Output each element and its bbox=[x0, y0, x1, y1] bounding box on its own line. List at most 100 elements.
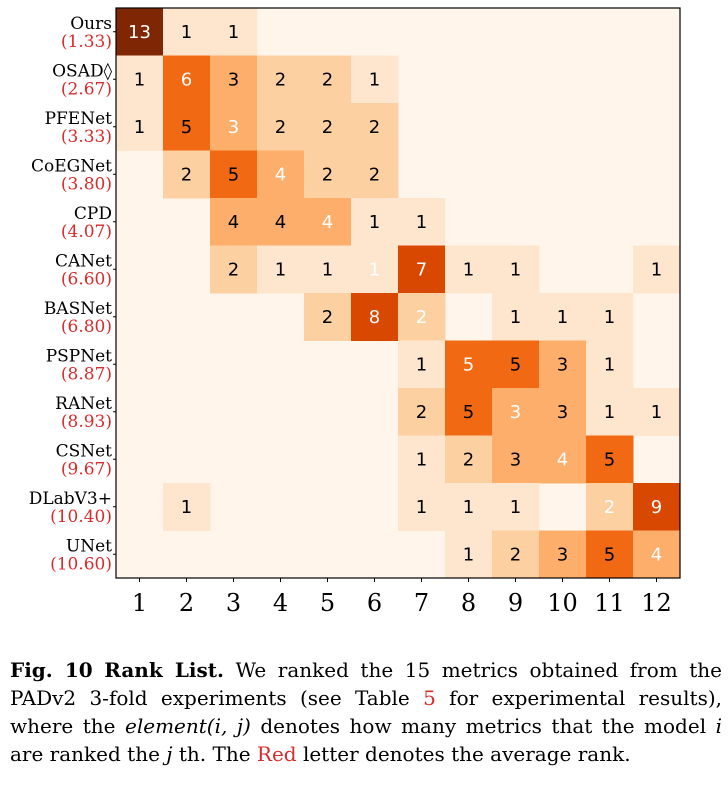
cell-value-label: 5 bbox=[604, 544, 615, 565]
cell-value-label: 1 bbox=[228, 22, 239, 43]
cell-value-label: 1 bbox=[510, 307, 521, 328]
cell-value-label: 3 bbox=[510, 449, 521, 470]
cell-value-label: 1 bbox=[651, 259, 662, 280]
cell-value-label: 1 bbox=[510, 259, 521, 280]
row-label-name: RANet bbox=[55, 394, 112, 414]
heatmap-cell bbox=[586, 483, 634, 531]
row-label-name: PFENet bbox=[45, 109, 113, 129]
cell-value-label: 2 bbox=[181, 164, 192, 185]
heatmap-cell bbox=[351, 245, 399, 294]
heatmap-cell bbox=[492, 530, 540, 579]
cell-value-label: 3 bbox=[228, 69, 239, 90]
column-tick-label: 12 bbox=[641, 589, 672, 617]
heatmap-cell bbox=[398, 340, 446, 389]
cell-value-label: 1 bbox=[416, 212, 427, 233]
cell-value-label: 4 bbox=[275, 212, 286, 233]
cell-value-label: 4 bbox=[651, 544, 662, 565]
heatmap-cell bbox=[351, 55, 399, 104]
heatmap-cell bbox=[586, 293, 634, 341]
column-tick-label: 11 bbox=[594, 589, 625, 617]
heatmap-cell bbox=[539, 530, 587, 579]
heatmap-cell bbox=[304, 55, 352, 104]
heatmap-cell bbox=[539, 388, 587, 436]
cell-value-label: 1 bbox=[416, 497, 427, 518]
cell-value-label: 2 bbox=[369, 117, 380, 138]
heatmap-cell bbox=[492, 483, 540, 531]
cell-value-label: 3 bbox=[557, 544, 568, 565]
figure-caption: Fig. 10 Rank List. We ranked the 15 metr… bbox=[10, 656, 722, 768]
row-label-average: (8.87) bbox=[61, 364, 112, 384]
row-label-name: Ours bbox=[70, 14, 112, 34]
row-label-average: (1.33) bbox=[61, 32, 112, 52]
heatmap-cell bbox=[492, 293, 540, 341]
cell-value-label: 1 bbox=[134, 117, 145, 138]
cell-value-label: 3 bbox=[557, 402, 568, 423]
cell-value-label: 6 bbox=[181, 69, 192, 90]
heatmap-cell bbox=[163, 150, 211, 199]
row-label-average: (3.80) bbox=[61, 174, 112, 194]
cell-value-label: 1 bbox=[463, 544, 474, 565]
heatmap-cell bbox=[210, 8, 258, 56]
cell-value-label: 5 bbox=[181, 117, 192, 138]
heatmap-cell bbox=[492, 388, 540, 436]
cell-value-label: 1 bbox=[275, 259, 286, 280]
heatmap-cell bbox=[586, 435, 634, 484]
cell-value-label: 2 bbox=[604, 497, 615, 518]
heatmap-cell bbox=[304, 198, 352, 246]
cell-value-label: 1 bbox=[557, 307, 568, 328]
heatmap-cell bbox=[492, 435, 540, 484]
heatmap-cell bbox=[586, 388, 634, 436]
column-tick-label: 5 bbox=[320, 589, 335, 617]
heatmap-frame bbox=[115, 7, 681, 579]
cell-value-label: 1 bbox=[604, 307, 615, 328]
cell-value-label: 1 bbox=[651, 402, 662, 423]
cell-value-label: 5 bbox=[604, 449, 615, 470]
cell-value-label: 4 bbox=[228, 212, 239, 233]
heatmap-cell bbox=[398, 483, 446, 531]
cell-value-label: 1 bbox=[463, 259, 474, 280]
row-label-average: (2.67) bbox=[61, 79, 112, 99]
column-tick-label: 6 bbox=[367, 589, 382, 617]
cell-value-label: 8 bbox=[369, 307, 380, 328]
heatmap-cell bbox=[445, 340, 493, 389]
heatmap-cell bbox=[539, 435, 587, 484]
heatmap-cell bbox=[210, 103, 258, 151]
cell-value-label: 2 bbox=[416, 402, 427, 423]
row-label-name: BASNet bbox=[44, 299, 112, 319]
heatmap-cell bbox=[445, 435, 493, 484]
cell-value-label: 4 bbox=[322, 212, 333, 233]
cell-value-label: 4 bbox=[275, 164, 286, 185]
row-label-average: (10.60) bbox=[50, 554, 112, 574]
heatmap-cell bbox=[210, 150, 258, 199]
cell-value-label: 9 bbox=[651, 497, 662, 518]
caption-table-ref[interactable]: 5 bbox=[423, 686, 436, 710]
caption-element-term: element(i, j) bbox=[125, 714, 251, 738]
heatmap-cell bbox=[116, 55, 164, 104]
cell-value-label: 2 bbox=[416, 307, 427, 328]
cell-value-label: 2 bbox=[322, 164, 333, 185]
cell-value-label: 1 bbox=[604, 354, 615, 375]
cell-value-label: 5 bbox=[510, 354, 521, 375]
column-tick-label: 8 bbox=[461, 589, 476, 617]
cell-value-label: 1 bbox=[510, 497, 521, 518]
cell-value-label: 2 bbox=[463, 449, 474, 470]
heatmap-cell bbox=[257, 55, 305, 104]
cell-value-label: 5 bbox=[463, 354, 474, 375]
heatmap-cell bbox=[304, 103, 352, 151]
cell-value-label: 13 bbox=[128, 22, 151, 43]
row-label-name: CANet bbox=[55, 251, 112, 271]
heatmap-cell bbox=[351, 293, 399, 341]
rank-heatmap: 13 1 11 6 3 2 2 11 5 3 2 2 22 5 4 2 24 4 4 1 12 1 1 1 7 1 1 12 8 2 1 1 1… bbox=[29, 7, 681, 617]
cell-value-label: 3 bbox=[228, 117, 239, 138]
cell-value-label: 1 bbox=[181, 22, 192, 43]
heatmap-cell bbox=[398, 198, 446, 246]
row-label-average: (10.40) bbox=[50, 507, 112, 527]
cell-value-label: 7 bbox=[416, 259, 427, 280]
cell-value-label: 5 bbox=[463, 402, 474, 423]
heatmap-cell bbox=[445, 530, 493, 579]
caption-text-6: letter denotes the average rank. bbox=[296, 742, 631, 766]
cell-value-label: 3 bbox=[557, 354, 568, 375]
cell-value-label: 2 bbox=[322, 307, 333, 328]
column-tick-label: 1 bbox=[132, 589, 147, 617]
heatmap-cell bbox=[163, 55, 211, 104]
